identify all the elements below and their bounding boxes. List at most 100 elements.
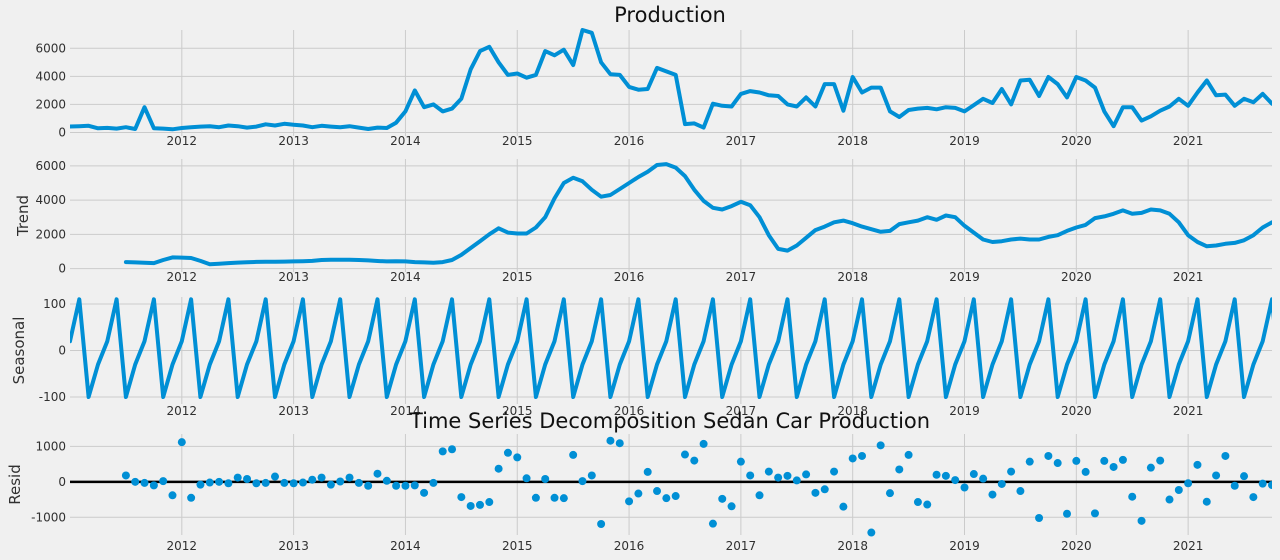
resid-point — [746, 471, 755, 480]
resid-point — [951, 476, 960, 485]
plot-area — [70, 159, 1272, 272]
resid-point — [168, 491, 177, 500]
resid-point — [755, 491, 764, 500]
y-tick-label: 0 — [58, 344, 66, 358]
resid-point — [215, 477, 224, 486]
resid-point — [233, 473, 242, 482]
resid-point — [653, 487, 662, 496]
resid-point — [1174, 485, 1183, 494]
resid-point — [876, 441, 885, 450]
resid-point — [1090, 509, 1099, 518]
resid-point — [308, 475, 317, 484]
series-line — [123, 162, 1272, 267]
resid-point — [1007, 467, 1016, 476]
resid-point — [1230, 481, 1239, 490]
resid-point — [1249, 493, 1258, 502]
resid-point — [830, 467, 839, 476]
resid-point — [1128, 492, 1137, 501]
x-tick-label: 2021 — [1173, 404, 1204, 418]
resid-point — [243, 475, 252, 484]
production-title: Production — [614, 3, 726, 27]
resid-point — [820, 485, 829, 494]
resid-point — [895, 465, 904, 474]
resid-point — [1258, 479, 1267, 488]
resid-point — [429, 478, 438, 487]
resid-point — [298, 478, 307, 487]
resid-point — [1025, 457, 1034, 466]
resid-point — [680, 450, 689, 459]
resid-point — [382, 476, 391, 485]
resid-point — [336, 477, 345, 486]
y-axis-label: Trend — [14, 195, 32, 237]
x-tick-label: 2017 — [726, 134, 757, 148]
x-tick-label: 2013 — [278, 404, 309, 418]
x-tick-label: 2013 — [278, 539, 309, 553]
resid-point — [1063, 509, 1072, 518]
resid-point — [503, 448, 512, 457]
resid-point — [904, 450, 913, 459]
x-tick-label: 2019 — [949, 270, 980, 284]
y-axis-label: Seasonal — [10, 317, 28, 385]
resid-point — [466, 501, 475, 510]
resid-point — [774, 473, 783, 482]
resid-point — [270, 472, 279, 481]
resid-point — [923, 500, 932, 509]
resid-point — [671, 492, 680, 501]
resid-point — [941, 471, 950, 480]
resid-point — [196, 480, 205, 489]
resid-point — [764, 467, 773, 476]
resid-point — [811, 488, 820, 497]
y-tick-label: 6000 — [35, 159, 66, 173]
resid-point — [1053, 459, 1062, 468]
x-tick-label: 2017 — [726, 539, 757, 553]
resid-point — [578, 477, 587, 486]
resid-point — [1165, 495, 1174, 504]
resid-point — [1035, 513, 1044, 522]
resid-point — [858, 451, 867, 460]
resid-point — [1212, 471, 1221, 480]
resid-panel: 2012 2013 2014 2015 2016 2017 2018 2019 2020 2021… — [6, 434, 1272, 553]
resid-point — [448, 445, 457, 454]
y-axis-label: Resid — [6, 464, 24, 504]
resid-point — [317, 473, 326, 482]
resid-point — [615, 439, 624, 448]
resid-point — [438, 447, 447, 456]
resid-point — [1100, 456, 1109, 465]
resid-point — [643, 467, 652, 476]
resid-point — [475, 500, 484, 509]
x-tick-label: 2018 — [837, 539, 868, 553]
x-tick-label: 2016 — [614, 134, 645, 148]
y-tick-label: 6000 — [35, 41, 66, 55]
x-tick-label: 2012 — [167, 404, 198, 418]
resid-point — [550, 493, 559, 502]
x-tick-label: 2020 — [1061, 134, 1092, 148]
resid-point — [885, 489, 894, 498]
x-tick-label: 2015 — [502, 270, 533, 284]
x-tick-label: 2013 — [278, 270, 309, 284]
resid-point — [718, 494, 727, 503]
resid-point — [690, 456, 699, 465]
production-panel: 2012 2013 2014 2015 2016 2017 2018 2019 2020 2021… — [35, 28, 1272, 148]
resid-point — [513, 453, 522, 462]
x-tick-label: 2020 — [1061, 270, 1092, 284]
resid-point — [1268, 481, 1272, 490]
resid-point — [159, 477, 168, 486]
y-tick-label: 2000 — [35, 97, 66, 111]
resid-point — [289, 479, 298, 488]
resid-point — [457, 493, 466, 502]
x-tick-label: 2018 — [837, 270, 868, 284]
y-tick-label: 4000 — [35, 69, 66, 83]
resid-point — [979, 474, 988, 483]
x-tick-label: 2015 — [502, 404, 533, 418]
x-tick-label: 2014 — [390, 404, 421, 418]
x-tick-label: 2021 — [1173, 539, 1204, 553]
resid-point — [354, 478, 363, 487]
resid-point — [187, 493, 196, 502]
resid-point — [392, 481, 401, 490]
resid-point — [1146, 463, 1155, 472]
x-tick-label: 2014 — [390, 134, 421, 148]
y-tick-label: 4000 — [35, 193, 66, 207]
resid-point — [401, 481, 410, 490]
resid-point — [149, 481, 158, 490]
resid-point — [969, 470, 978, 479]
